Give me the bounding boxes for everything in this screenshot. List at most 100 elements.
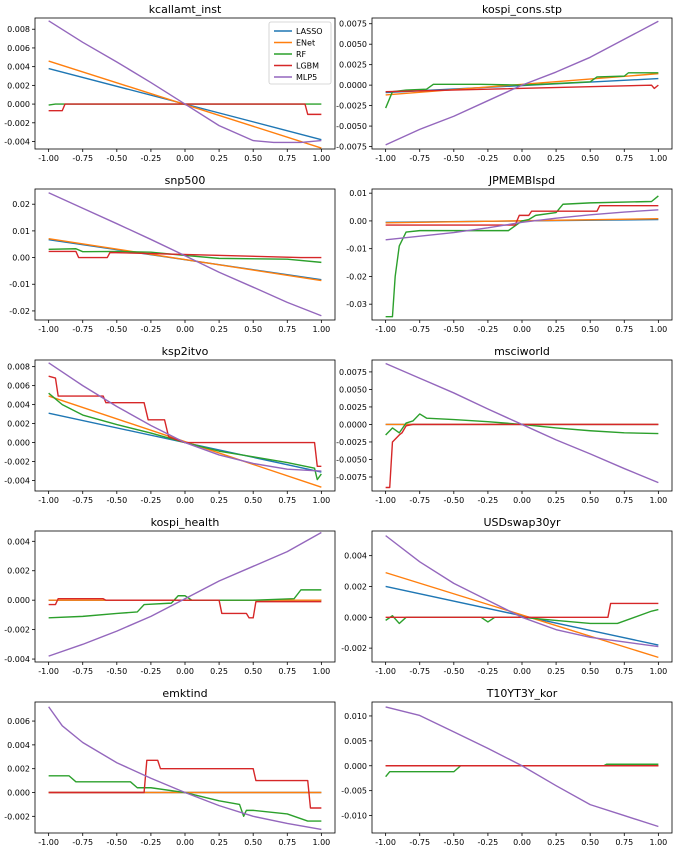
x-tick-label: -0.75 <box>72 325 93 334</box>
series-line-rf <box>384 72 659 109</box>
x-tick-label: -0.75 <box>72 838 93 847</box>
x-tick-label: -0.25 <box>141 154 162 163</box>
series-line-mlp5 <box>385 20 659 146</box>
x-tick-label: 0.00 <box>513 667 531 676</box>
series-line-lgbm <box>48 103 322 116</box>
x-tick-label: -1.00 <box>38 154 59 163</box>
panel-ksp2itvo: ksp2itvo -1.00 -0.75 -0.50 -0.25 0.00 0.25 0.50… <box>4 345 336 505</box>
plot-frame <box>371 188 673 321</box>
y-tick-label: -0.002 <box>341 644 367 653</box>
y-tick-label: 0.006 <box>7 382 30 391</box>
x-tick-label: -0.75 <box>409 325 430 334</box>
x-tick-label: -1.00 <box>38 496 59 505</box>
series-line-mlp5 <box>48 192 322 317</box>
y-tick-label: 0.005 <box>344 737 367 746</box>
x-tick-label: 0.00 <box>176 667 194 676</box>
x-tick-label: 1.00 <box>649 838 667 847</box>
series-line-lgbm <box>48 250 322 259</box>
x-tick-label: 0.25 <box>210 496 228 505</box>
plot-frame <box>371 359 673 492</box>
plot-frame <box>34 359 336 492</box>
y-tick-label: 0.002 <box>344 582 367 591</box>
x-tick-label: 0.75 <box>278 154 296 163</box>
y-tick-label: -0.0075 <box>336 473 367 482</box>
series-line-mlp5 <box>48 362 322 472</box>
series-line-rf <box>48 248 322 264</box>
series-line-rf <box>385 413 659 436</box>
x-tick-label: 0.75 <box>615 496 633 505</box>
y-tick-label: -0.02 <box>9 307 30 316</box>
x-tick-label: 0.25 <box>547 154 565 163</box>
x-tick-label: 0.75 <box>615 667 633 676</box>
x-tick-label: 0.50 <box>244 496 262 505</box>
y-tick-label: -0.01 <box>346 245 367 254</box>
y-tick-label: 0.002 <box>7 567 30 576</box>
x-tick-label: -0.50 <box>106 154 127 163</box>
plot-frame <box>371 701 673 834</box>
panel-title: T10YT3Y_kor <box>486 687 558 700</box>
panel-title: kospi_health <box>151 516 220 529</box>
panel-title: kospi_cons.stp <box>482 3 562 16</box>
panel-title: snp500 <box>165 174 206 187</box>
y-tick-label: -0.03 <box>346 300 367 309</box>
panel-msciworld: msciworld -1.00 -0.75 -0.50 -0.25 0.00 0.25 0.5… <box>336 345 673 505</box>
y-tick-label: 0.006 <box>7 717 30 726</box>
x-tick-label: -0.25 <box>478 667 499 676</box>
y-tick-label: 0.000 <box>7 100 30 109</box>
x-tick-label: -0.75 <box>72 667 93 676</box>
x-tick-label: 0.25 <box>547 325 565 334</box>
legend-label-mlp5: MLP5 <box>296 73 317 82</box>
y-tick-label: 0.000 <box>7 789 30 798</box>
y-tick-label: -0.004 <box>4 655 30 664</box>
x-tick-label: 0.75 <box>278 496 296 505</box>
x-tick-label: 0.25 <box>547 496 565 505</box>
panel-kospi-cons-stp: kospi_cons.stp -1.00 -0.75 -0.50 -0.25 0.00 0.… <box>336 3 673 163</box>
x-tick-label: 1.00 <box>649 325 667 334</box>
x-tick-label: 0.50 <box>581 838 599 847</box>
series-line-lgbm <box>385 423 659 489</box>
x-tick-label: -0.50 <box>106 838 127 847</box>
x-tick-label: 0.25 <box>210 325 228 334</box>
y-tick-label: 0.02 <box>12 200 30 209</box>
x-tick-label: -1.00 <box>38 838 59 847</box>
x-tick-label: -1.00 <box>38 667 59 676</box>
series-line-rf <box>48 392 322 481</box>
x-tick-label: 1.00 <box>649 496 667 505</box>
x-tick-label: -0.25 <box>141 838 162 847</box>
y-tick-label: -0.002 <box>4 119 30 128</box>
y-tick-label: -0.0025 <box>336 102 367 111</box>
series-line-lgbm <box>48 759 322 809</box>
y-tick-label: 0.008 <box>7 363 30 372</box>
x-tick-label: 1.00 <box>312 667 330 676</box>
series-line-lgbm <box>48 598 322 619</box>
x-tick-label: 0.75 <box>278 325 296 334</box>
series-line-lasso <box>385 585 659 646</box>
y-tick-label: -0.004 <box>4 138 30 147</box>
x-tick-label: 0.50 <box>581 496 599 505</box>
x-tick-label: -0.25 <box>141 325 162 334</box>
x-tick-label: -0.50 <box>443 667 464 676</box>
y-tick-label: 0.0000 <box>339 81 367 90</box>
plot-frame <box>34 701 336 834</box>
x-tick-label: -0.50 <box>443 838 464 847</box>
x-tick-label: -1.00 <box>38 325 59 334</box>
series-line-lgbm <box>48 375 322 468</box>
x-tick-label: 1.00 <box>312 838 330 847</box>
y-tick-label: -0.002 <box>4 458 30 467</box>
series-line-rf <box>385 195 659 318</box>
y-tick-label: 0.008 <box>7 25 30 34</box>
panel-jpmembispd: JPMEMBIspd -1.00 -0.75 -0.50 -0.25 0.00 0.25 0.… <box>346 174 673 334</box>
series-line-rf <box>385 608 659 625</box>
y-tick-label: -0.005 <box>341 787 367 796</box>
x-tick-label: 0.75 <box>615 154 633 163</box>
x-tick-label: 0.50 <box>244 325 262 334</box>
series-line-mlp5 <box>385 535 659 648</box>
y-tick-label: -0.01 <box>9 280 30 289</box>
x-tick-label: 0.75 <box>615 325 633 334</box>
x-tick-label: -0.25 <box>478 154 499 163</box>
x-tick-label: 0.50 <box>581 154 599 163</box>
y-tick-label: -0.0050 <box>336 455 367 464</box>
x-tick-label: -0.25 <box>478 838 499 847</box>
x-tick-label: -1.00 <box>375 325 396 334</box>
series-line-mlp5 <box>48 706 322 831</box>
